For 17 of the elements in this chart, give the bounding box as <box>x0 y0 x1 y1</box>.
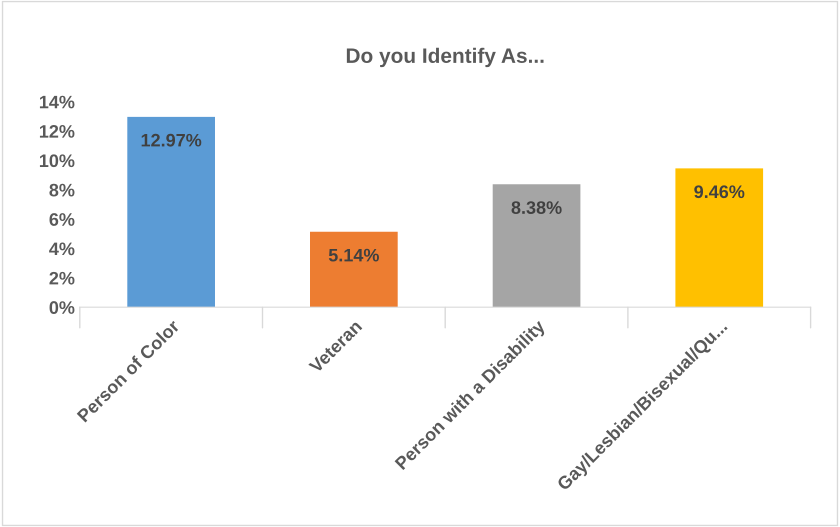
data-label: 12.97% <box>142 134 202 147</box>
bar <box>492 184 580 308</box>
data-label: 5.14% <box>328 248 379 262</box>
bar <box>310 232 398 308</box>
y-tick-label: 2% <box>49 272 74 285</box>
y-tick-label: 6% <box>50 213 74 226</box>
bar <box>127 116 215 308</box>
data-label: 8.38% <box>512 201 562 214</box>
bar <box>675 168 764 308</box>
y-tick-label: 10% <box>40 154 74 168</box>
y-tick-label: 14% <box>40 96 74 108</box>
chart-title: Do you Identify As... <box>346 48 544 68</box>
data-label: 9.46% <box>694 185 744 198</box>
y-tick-label: 4% <box>49 242 74 256</box>
y-tick-label: 8% <box>49 184 74 197</box>
y-tick-label: 0% <box>50 301 74 314</box>
y-tick-label: 12% <box>40 125 74 138</box>
